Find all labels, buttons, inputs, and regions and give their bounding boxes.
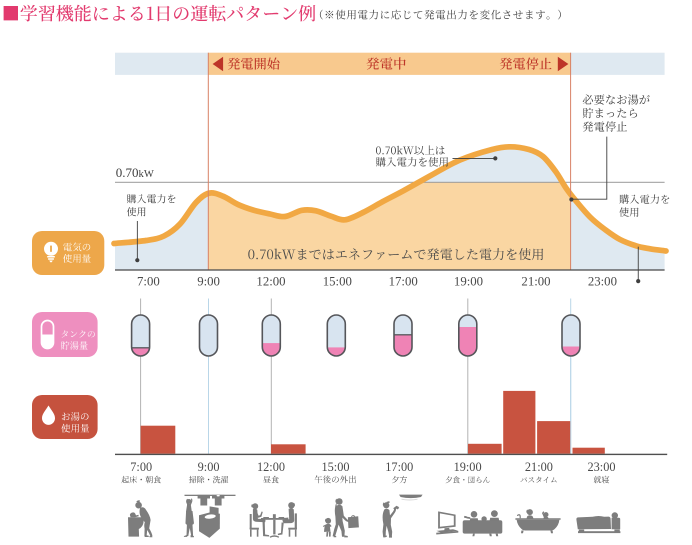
svg-text:9:00: 9:00 xyxy=(197,275,220,289)
svg-text:15:00: 15:00 xyxy=(323,275,352,289)
svg-text:12:00: 12:00 xyxy=(256,275,285,289)
svg-text:19:00: 19:00 xyxy=(454,275,483,289)
svg-text:23:00: 23:00 xyxy=(587,460,615,474)
svg-text:15:00: 15:00 xyxy=(321,460,349,474)
svg-text:7:00: 7:00 xyxy=(137,275,160,289)
svg-text:21:00: 21:00 xyxy=(525,460,553,474)
svg-text:19:00: 19:00 xyxy=(454,460,482,474)
svg-text:12:00: 12:00 xyxy=(257,460,285,474)
svg-text:9:00: 9:00 xyxy=(198,460,220,474)
svg-text:21:00: 21:00 xyxy=(521,275,550,289)
svg-text:17:00: 17:00 xyxy=(389,275,418,289)
svg-text:23:00: 23:00 xyxy=(588,275,617,289)
svg-text:0.70kW: 0.70kW xyxy=(116,165,154,180)
svg-text:7:00: 7:00 xyxy=(130,460,152,474)
svg-text:17:00: 17:00 xyxy=(385,460,413,474)
